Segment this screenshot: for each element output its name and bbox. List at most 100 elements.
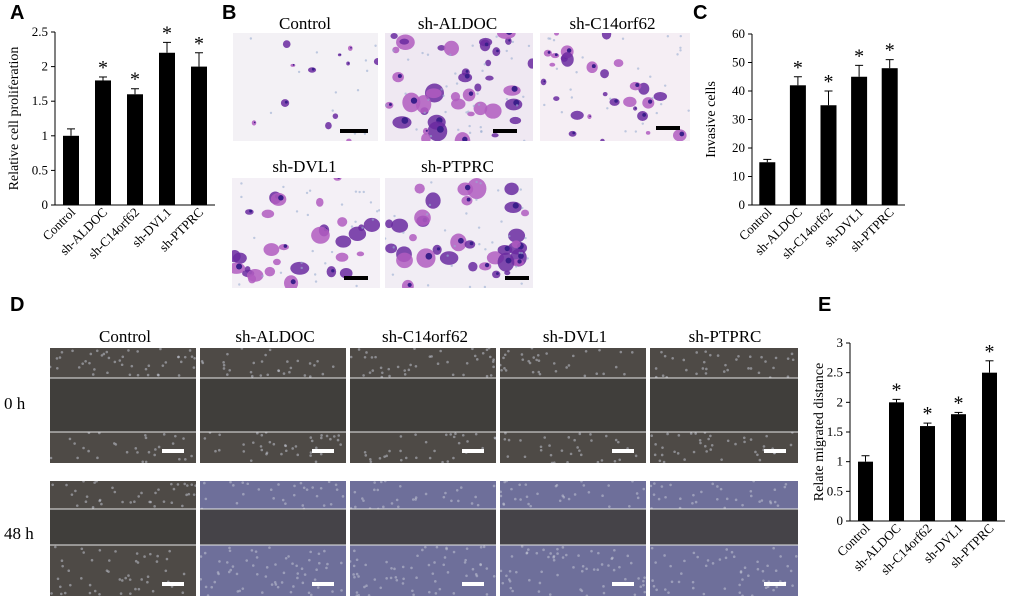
cell-dot <box>269 488 273 491</box>
cell-dot <box>136 561 140 564</box>
cell-dot <box>63 591 67 595</box>
cell-dot <box>350 560 352 563</box>
cell-dot <box>309 375 312 378</box>
pore <box>421 51 424 55</box>
cell-dot <box>720 458 723 461</box>
cell-dot <box>354 505 357 509</box>
cell-dot <box>303 374 307 377</box>
stained-cell <box>385 219 394 229</box>
stained-cell <box>311 226 330 244</box>
bar <box>920 426 935 521</box>
cell-dot <box>764 586 768 590</box>
cell-dot <box>485 567 489 570</box>
cell-dot <box>465 361 469 365</box>
pore <box>374 44 377 47</box>
cell-nucleus <box>350 46 352 49</box>
cell-dot <box>652 493 656 496</box>
stained-cell <box>390 33 398 40</box>
invasion-title-control: Control <box>279 14 331 33</box>
cell-dot <box>170 501 174 504</box>
cell-dot <box>286 360 289 363</box>
cell-dot <box>724 556 728 560</box>
cell-dot <box>741 594 744 596</box>
cell-dot <box>95 349 99 353</box>
cell-dot <box>561 494 565 498</box>
cell-dot <box>756 453 759 457</box>
cell-dot <box>161 364 165 367</box>
cell-dot <box>235 501 239 505</box>
wound-image <box>650 481 798 596</box>
cell-dot <box>424 492 428 496</box>
cell-dot <box>255 572 259 576</box>
cell-dot <box>82 481 85 483</box>
cell-dot <box>670 580 674 584</box>
pore <box>480 130 483 134</box>
pore <box>496 189 500 192</box>
cell-dot <box>662 460 666 463</box>
wound-image <box>500 481 646 596</box>
stained-cell <box>467 111 475 117</box>
pore <box>282 185 285 189</box>
cell-dot <box>106 371 109 375</box>
cell-dot <box>450 499 453 503</box>
cell-dot <box>535 551 539 555</box>
cell-dot <box>394 576 398 579</box>
invasion-image-ptprc <box>385 178 533 288</box>
cell-dot <box>669 564 672 568</box>
cell-dot <box>376 488 380 492</box>
bar <box>95 80 111 205</box>
cell-dot <box>186 484 189 487</box>
stained-cell <box>561 52 574 67</box>
cell-dot <box>525 551 529 554</box>
cell-dot <box>129 592 132 595</box>
cell-dot <box>120 363 124 367</box>
cell-dot <box>153 505 156 508</box>
pore <box>371 218 375 221</box>
cell-dot <box>663 354 667 358</box>
cell-dot <box>311 486 314 489</box>
cell-dot <box>682 358 686 362</box>
pore <box>295 210 299 213</box>
cell-dot <box>663 554 666 557</box>
pore <box>454 72 457 75</box>
stained-cell <box>623 96 637 107</box>
cell-dot <box>284 502 287 505</box>
cell-dot <box>680 572 683 575</box>
cell-nucleus <box>513 99 520 106</box>
cell-dot <box>775 585 779 589</box>
cell-dot <box>502 356 505 360</box>
cell-dot <box>98 548 102 552</box>
wound-gap <box>50 378 196 432</box>
cell-dot <box>136 451 139 454</box>
y-tick-label: 50 <box>732 55 745 70</box>
cell-dot <box>560 449 564 452</box>
stained-cell <box>339 268 353 279</box>
invasion-image-dvl1 <box>232 178 380 288</box>
stained-cell <box>509 116 522 125</box>
cell-dot <box>435 545 439 549</box>
cell-dot <box>154 491 157 495</box>
cell-nucleus <box>466 197 471 202</box>
wound-gap <box>650 509 798 545</box>
cell-dot <box>577 554 580 557</box>
cell-dot <box>779 555 782 558</box>
cell-dot <box>530 348 534 350</box>
pore <box>446 254 449 257</box>
cell-nucleus <box>635 107 637 109</box>
cell-dot <box>732 555 736 559</box>
pore <box>508 234 511 238</box>
cell-dot <box>595 372 599 375</box>
cell-dot <box>313 364 316 367</box>
cell-dot <box>549 552 552 555</box>
cell-dot <box>548 593 552 596</box>
stained-cell <box>497 252 515 272</box>
cell-dot <box>282 571 286 575</box>
cell-dot <box>192 366 196 369</box>
stained-cell <box>280 99 290 107</box>
pore <box>676 53 679 56</box>
cell-dot <box>350 355 353 359</box>
pore <box>524 236 527 240</box>
cell-dot <box>750 594 754 596</box>
pore <box>624 130 627 133</box>
cell-dot <box>481 446 484 450</box>
